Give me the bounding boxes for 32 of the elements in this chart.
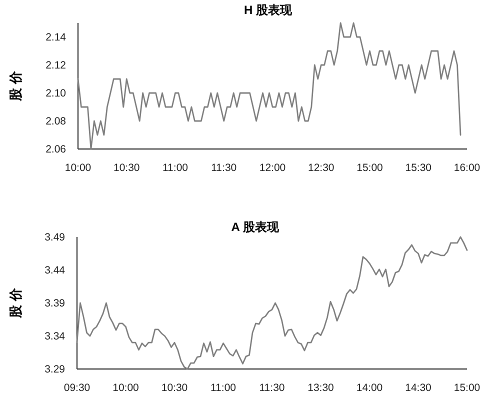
y-tick-label: 2.12 <box>46 60 66 72</box>
x-tick-label: 12:30 <box>308 162 334 174</box>
x-tick-label: 11:30 <box>259 382 285 394</box>
x-tick-label: 10:30 <box>161 382 188 394</box>
title: H 股表现 <box>244 3 292 17</box>
x-tick-label: 12:00 <box>259 162 286 174</box>
y-tick-label: 3.44 <box>44 264 65 277</box>
y-tick-label: 3.34 <box>44 330 65 343</box>
x-tick-label: 15:00 <box>454 382 480 394</box>
y-tick-label: 2.06 <box>46 144 66 156</box>
x-tick-label: 11:30 <box>211 162 237 174</box>
y-tick-label: 3.49 <box>44 232 65 244</box>
x-tick-label: 10:00 <box>112 382 139 394</box>
ylabel: 股 价 <box>8 288 23 318</box>
y-tick-label: 2.08 <box>46 116 66 128</box>
y-tick-label: 3.29 <box>44 364 65 376</box>
x-tick-label: 13:30 <box>308 382 334 394</box>
x-tick-label: 10:30 <box>113 162 140 174</box>
ylabel: 股 价 <box>8 71 23 101</box>
x-tick-label: 09:30 <box>64 382 90 394</box>
title: A 股表现 <box>231 220 279 234</box>
x-tick-label: 16:00 <box>454 162 480 174</box>
x-tick-label: 11:00 <box>162 162 188 174</box>
x-tick-label: 15:30 <box>405 162 432 174</box>
x-tick-label: 10:00 <box>64 162 92 174</box>
y-tick-label: 3.39 <box>44 298 65 310</box>
x-tick-label: 15:00 <box>356 162 383 174</box>
x-tick-label: 14:00 <box>356 382 383 394</box>
y-tick-label: 2.14 <box>46 32 66 44</box>
x-tick-label: 11:00 <box>210 382 236 394</box>
y-tick-label: 2.10 <box>46 88 66 100</box>
x-tick-label: 14:30 <box>405 382 432 394</box>
